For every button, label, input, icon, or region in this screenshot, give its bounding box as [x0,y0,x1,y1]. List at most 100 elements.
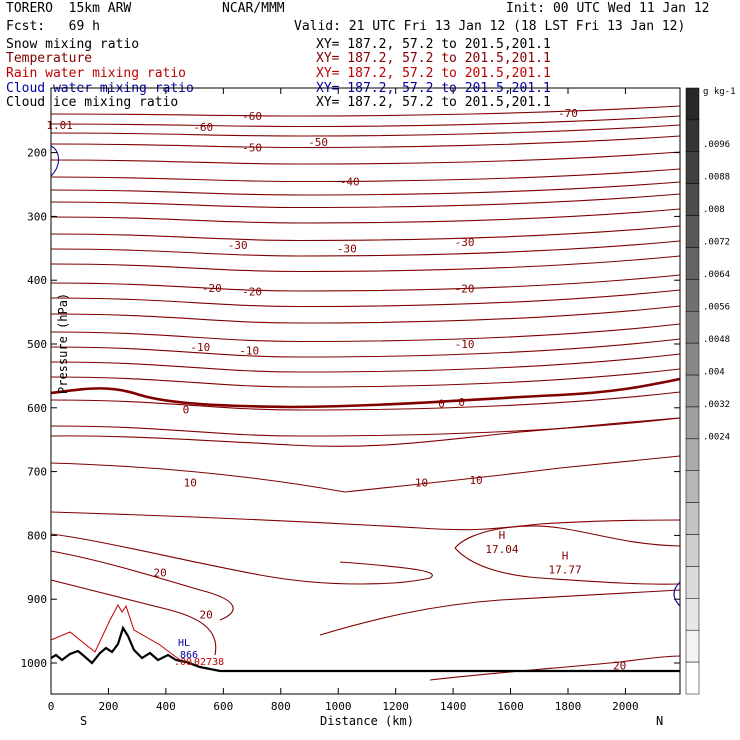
colorbar-tick-label: .0096 [703,140,730,150]
y-tick-label: 300 [27,210,47,223]
isotherm-line [50,193,681,209]
contour-labels: -70 -60 -60 -50 -50 -40 -30 -30 -30 -20 -20 -20 -10 -… [46,107,626,673]
colorbar-bin [685,629,700,663]
x-tick-label: 400 [156,700,176,713]
contour-label: -20 [202,282,222,295]
rain-extremum-a: .00 [174,657,192,668]
isotherm-line [50,151,681,165]
colorbar-bin [685,215,700,248]
contour-label: 0 [458,396,465,409]
contour-label: -20 [455,282,475,295]
isotherm-line [50,455,681,493]
colorbar-tick-label: .0056 [703,303,730,313]
cloud-water-contour [673,581,681,607]
isotherm-line [50,181,681,196]
isotherm-line [319,589,681,636]
x-tick-label: 1400 [440,700,467,713]
model-title: TORERO 15km ARW [6,1,132,16]
plot-frame [50,87,681,695]
contour-label: -50 [308,136,328,149]
cloud-water-value: 866 [180,650,198,661]
x-tick-label: 0 [48,700,55,713]
colorbar-bin [685,438,700,471]
field-cloud-ice: Cloud ice mixing ratio [6,95,179,110]
field-snow: Snow mixing ratio [6,37,140,52]
colorbar-bin [685,406,700,440]
isotherm-line [50,533,433,585]
colorbar: .0096 .0088 .008 .0072 .0064 .0056 .0048 .004 .0… [685,87,730,695]
isotherm-line [50,105,681,117]
contour-label: 20 [199,609,212,622]
isotherm-line [454,525,681,549]
y-tick-label: 400 [27,274,47,287]
contour-label: 1.01 [46,119,73,132]
contour-label: -10 [455,338,475,351]
isotherm-line [50,289,681,308]
isotherm-line [50,274,681,292]
colorbar-unit: g kg-1 [703,87,736,97]
init-time: Init: 00 UTC Wed 11 Jan 12 [506,1,710,16]
contour-label: -60 [242,110,262,123]
x-tick-label: 800 [271,700,291,713]
colorbar-tick-label: .008 [703,205,725,215]
colorbar-bin [685,566,700,599]
y-tick-label: 600 [27,402,47,415]
isotherm-line [50,579,217,656]
colorbar-bin [685,119,700,153]
center-title: NCAR/MMM [222,1,285,16]
isotherm-line [50,124,681,137]
contour-label: -50 [242,141,262,154]
rain-contour [50,603,181,661]
field-temperature: Temperature [6,51,93,66]
extremum-value: 17.77 [549,563,582,576]
isotherm-line [50,511,681,531]
isotherm-line [454,547,681,585]
isotherm-line [50,391,681,411]
contour-label: 0 [438,397,445,410]
colorbar-bin [685,661,700,695]
colorbar-bin [685,502,700,535]
contour-label: -20 [242,286,262,299]
colorbar-bin [685,247,700,280]
colorbar-tick-label: .004 [703,368,725,378]
contour-label: 20 [154,566,167,579]
contour-label: 10 [415,476,428,489]
isotherm-line [50,305,681,324]
contour-label: -30 [228,239,248,252]
north-end-label: N [656,714,663,728]
freezing-level-line [50,377,681,409]
valid-time: Valid: 21 UTC Fri 13 Jan 12 (18 LST Fri … [294,19,686,34]
isotherm-line [50,135,681,149]
field-snow-xy: XY= 187.2, 57.2 to 201.5,201.1 [316,37,551,52]
isotherm-line [50,240,681,257]
isotherm-line [50,323,681,343]
isotherm-line [50,417,681,437]
field-cloud-ice-xy: XY= 187.2, 57.2 to 201.5,201.1 [316,95,551,110]
y-tick-label: 900 [27,593,47,606]
colorbar-tick-label: .0064 [703,270,730,280]
colorbar-bin [685,311,700,344]
extremum-marker: H [499,529,506,542]
x-tick-label: 1600 [497,700,524,713]
x-tick-label: 1000 [325,700,352,713]
contour-label: 10 [184,476,197,489]
cloud-water-extremum: HL [178,638,190,649]
contour-label: 10 [469,474,482,487]
isotherm-line [50,368,681,388]
y-axis-label: Pressure (hPa) [56,293,70,394]
x-tick-label: 1200 [382,700,409,713]
y-tick-label: 1000 [21,657,48,670]
isotherm-line [50,208,681,224]
contour-label: -70 [558,107,578,120]
colorbar-bin [685,151,700,184]
temperature-contours [50,105,681,681]
x-tick-label: 1800 [555,700,582,713]
extremum-marker: H [562,549,569,562]
isotherm-line [50,550,234,621]
rain-extremum-b: .02738 [188,657,224,668]
y-tick-label: 200 [27,147,47,160]
contour-label: -10 [239,344,259,357]
colorbar-bin [685,279,700,312]
field-rain: Rain water mixing ratio [6,66,187,81]
